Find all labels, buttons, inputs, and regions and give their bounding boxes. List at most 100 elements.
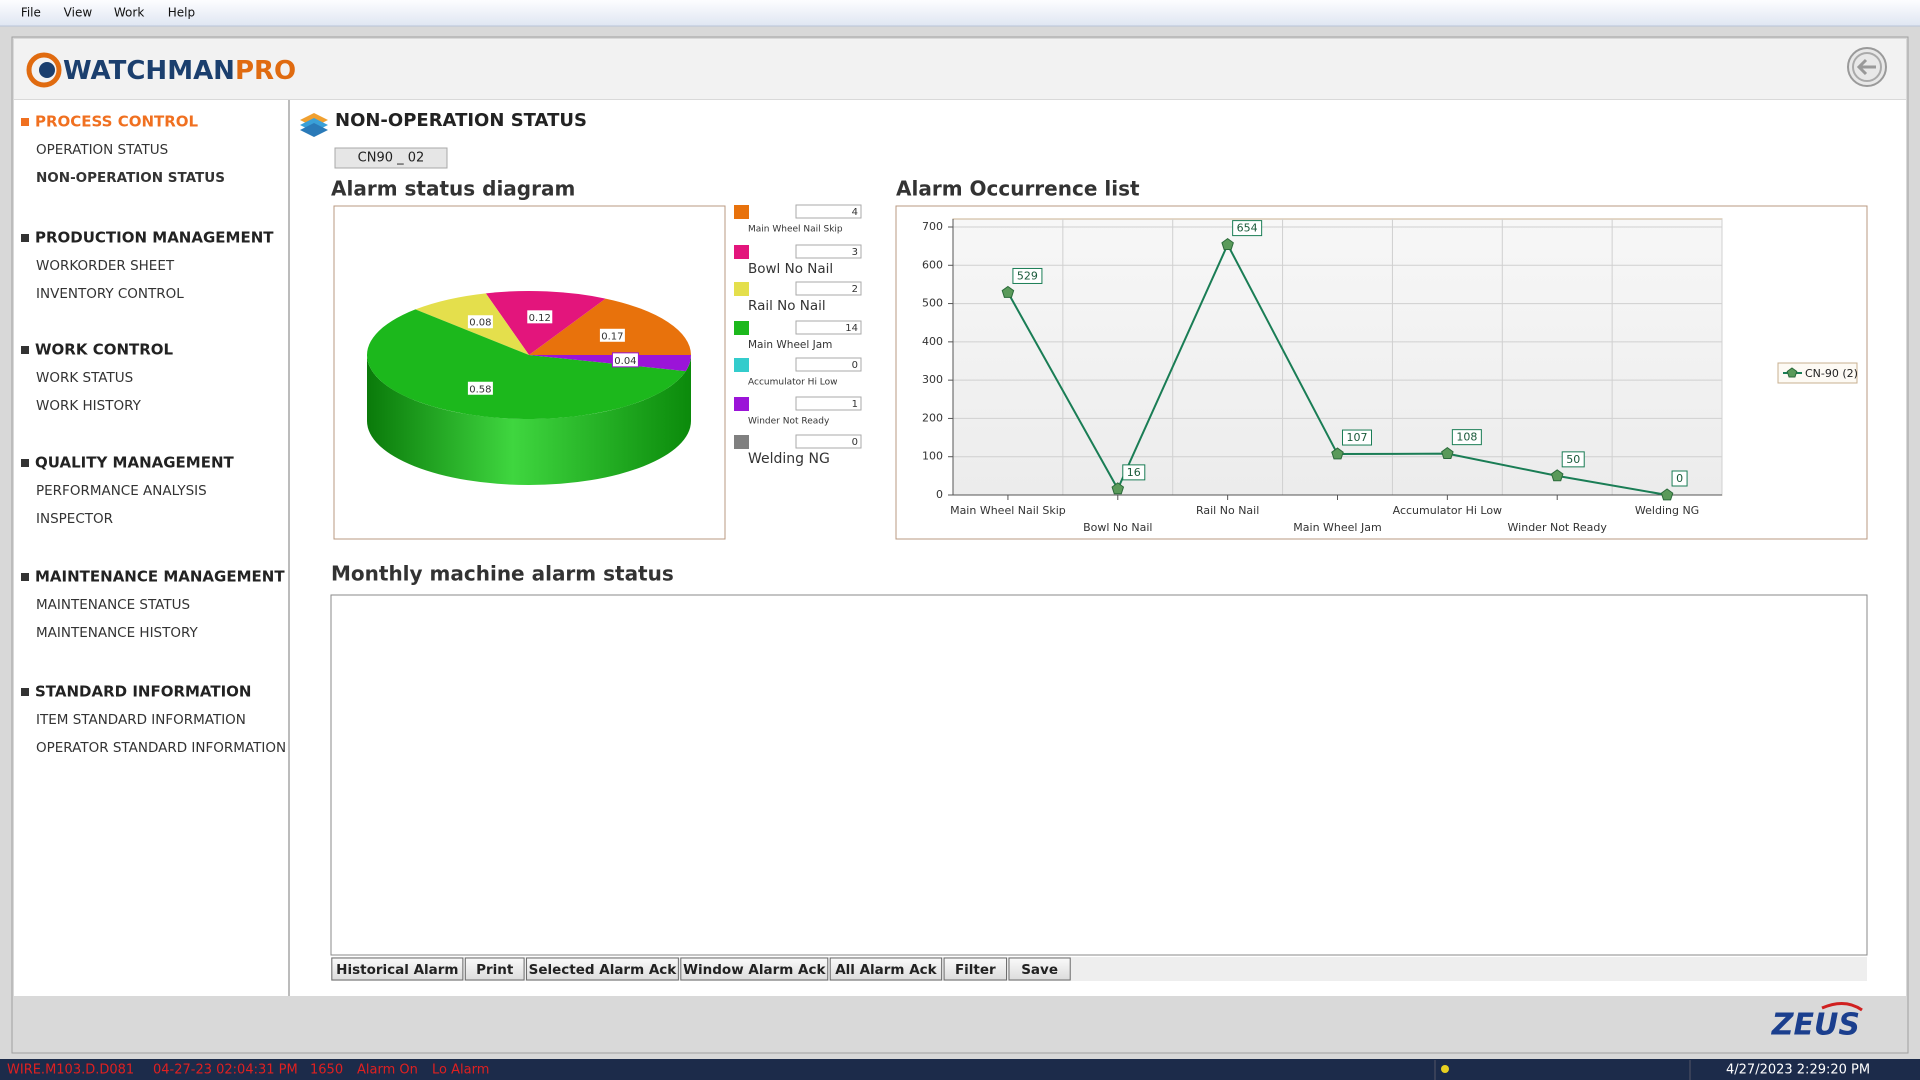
status-items: WIRE.M103.D.D081 04-27-23 02:04:31 PM 1650…: [7, 1063, 489, 1078]
machine-select[interactable]: [334, 147, 448, 169]
back-button[interactable]: [1847, 47, 1887, 87]
menu-link[interactable]: MAINTENANCE HISTORY: [36, 625, 199, 641]
toolbar-button-label: Historical Alarm: [336, 962, 458, 978]
logo-text: WATCHMANPRO: [63, 56, 296, 86]
section-title[interactable]: WORK CONTROL: [35, 341, 174, 359]
value-label-box: [1561, 451, 1585, 468]
menu-item[interactable]: File: [21, 6, 41, 20]
legend-count: 0: [852, 437, 858, 448]
menu-item[interactable]: Help: [168, 6, 195, 20]
legend-count-box: [795, 281, 862, 296]
legend-swatch: [734, 397, 749, 411]
legend-count: 4: [852, 207, 858, 218]
menu-link[interactable]: OPERATION STATUS: [36, 142, 168, 158]
menu-link[interactable]: WORKORDER SHEET: [36, 258, 175, 274]
value-label: 0: [1676, 472, 1683, 485]
legend-label: Winder Not Ready: [748, 417, 830, 427]
legend-count-box: [795, 434, 862, 449]
toolbar-button[interactable]: [829, 957, 943, 981]
section-title[interactable]: MAINTENANCE MANAGEMENT: [35, 568, 285, 586]
pie-slice: [367, 309, 686, 419]
value-label: 108: [1456, 431, 1477, 444]
monthly-title: Monthly machine alarm status: [331, 562, 674, 586]
menu-link[interactable]: OPERATOR STANDARD INFORMATION: [36, 740, 286, 756]
slice-label-box: [611, 352, 639, 368]
toolbar-button[interactable]: [526, 957, 679, 981]
value-label: 529: [1017, 269, 1038, 282]
section-bullet: [21, 573, 29, 581]
logo: WATCHMANPRO: [26, 52, 296, 88]
menu-link[interactable]: INVENTORY CONTROL: [36, 286, 184, 302]
menu-item[interactable]: Work: [114, 6, 144, 20]
section-title[interactable]: PROCESS CONTROL: [35, 113, 199, 131]
menu-link[interactable]: WORK HISTORY: [36, 398, 142, 414]
menu-link[interactable]: ITEM STANDARD INFORMATION: [36, 712, 246, 728]
page-title: NON-OPERATION STATUS: [335, 110, 587, 131]
slice-label: 0.58: [469, 384, 491, 395]
point-marker: [1111, 482, 1125, 495]
status-bar: [0, 1059, 1920, 1080]
x-tick-label: Bowl No Nail: [1083, 521, 1152, 534]
x-tick-label: Accumulator Hi Low: [1393, 504, 1502, 517]
legend-label: Rail No Nail: [748, 298, 826, 314]
sidebar: [14, 100, 288, 996]
y-tick-label: 700: [922, 220, 943, 233]
point-marker: [1331, 447, 1344, 460]
toolbar-button[interactable]: [943, 957, 1008, 981]
footer-logo-swoosh: [1821, 1002, 1863, 1012]
value-label: 654: [1237, 222, 1258, 235]
legend-swatch: [734, 321, 749, 335]
x-tick-label: Main Wheel Jam: [1293, 521, 1381, 534]
line-title: Alarm Occurrence list: [896, 177, 1140, 201]
toolbar-button[interactable]: [680, 957, 829, 981]
toolbar-button[interactable]: [331, 957, 464, 981]
value-label: 107: [1347, 431, 1368, 444]
legend-count: 0: [852, 360, 858, 371]
toolbar-button[interactable]: [464, 957, 525, 981]
sidebar-menu: PROCESS CONTROL OPERATION STATUS NON-OPERA…: [21, 113, 286, 756]
slice-label-box: [598, 327, 626, 343]
legend-label: Bowl No Nail: [748, 261, 833, 277]
menu-link[interactable]: MAINTENANCE STATUS: [36, 597, 190, 613]
slice-label-box: [466, 380, 494, 396]
legend-count: 14: [845, 323, 858, 334]
status-clock: 4/27/2023 2:29:20 PM: [1726, 1063, 1870, 1078]
status-text: WIRE.M103.D.D081: [7, 1063, 134, 1078]
legend-count-box: [795, 244, 862, 259]
point-marker: [1221, 237, 1234, 250]
section-title[interactable]: PRODUCTION MANAGEMENT: [35, 229, 274, 247]
toolbar-button-label: Save: [1021, 962, 1058, 978]
legend-swatch: [734, 282, 749, 296]
legend-box: [1777, 362, 1858, 384]
x-tick-label: Main Wheel Nail Skip: [950, 504, 1066, 517]
menu-link[interactable]: INSPECTOR: [36, 511, 113, 527]
menu-link[interactable]: PERFORMANCE ANALYSIS: [36, 483, 207, 499]
charts: 0.17 0.12 0.08 0.58 0.04 4 Main Wheel Nail Ski…: [367, 204, 1858, 534]
section-bullet: [21, 459, 29, 467]
legend-label: Main Wheel Jam: [748, 339, 832, 351]
menu-link[interactable]: NON-OPERATION STATUS: [36, 170, 225, 186]
legend-label: Main Wheel Nail Skip: [748, 225, 843, 235]
section-bullet: [21, 234, 29, 242]
toolbar-button-label: Filter: [955, 962, 996, 978]
section-title[interactable]: STANDARD INFORMATION: [35, 683, 252, 701]
legend-swatch: [734, 245, 749, 259]
menu-item[interactable]: View: [64, 6, 93, 20]
header-bar: [14, 39, 1906, 99]
legend-swatch: [734, 435, 749, 449]
legend-count: 2: [852, 284, 858, 295]
toolbar-button-label: Selected Alarm Ack: [529, 962, 678, 978]
y-tick-label: 500: [922, 297, 943, 310]
value-label-box: [1671, 470, 1688, 487]
y-tick-label: 300: [922, 373, 943, 386]
section-title[interactable]: QUALITY MANAGEMENT: [35, 454, 235, 472]
toolbar-button[interactable]: [1008, 957, 1071, 981]
legend-count-box: [795, 320, 862, 335]
y-tick-label: 100: [922, 450, 943, 463]
legend-count-box: [795, 396, 862, 411]
menu-link[interactable]: WORK STATUS: [36, 370, 133, 386]
legend-count: 3: [852, 247, 858, 258]
x-tick-label: Welding NG: [1635, 504, 1699, 517]
slice-label-box: [466, 314, 494, 330]
legend-swatch: [734, 205, 749, 219]
